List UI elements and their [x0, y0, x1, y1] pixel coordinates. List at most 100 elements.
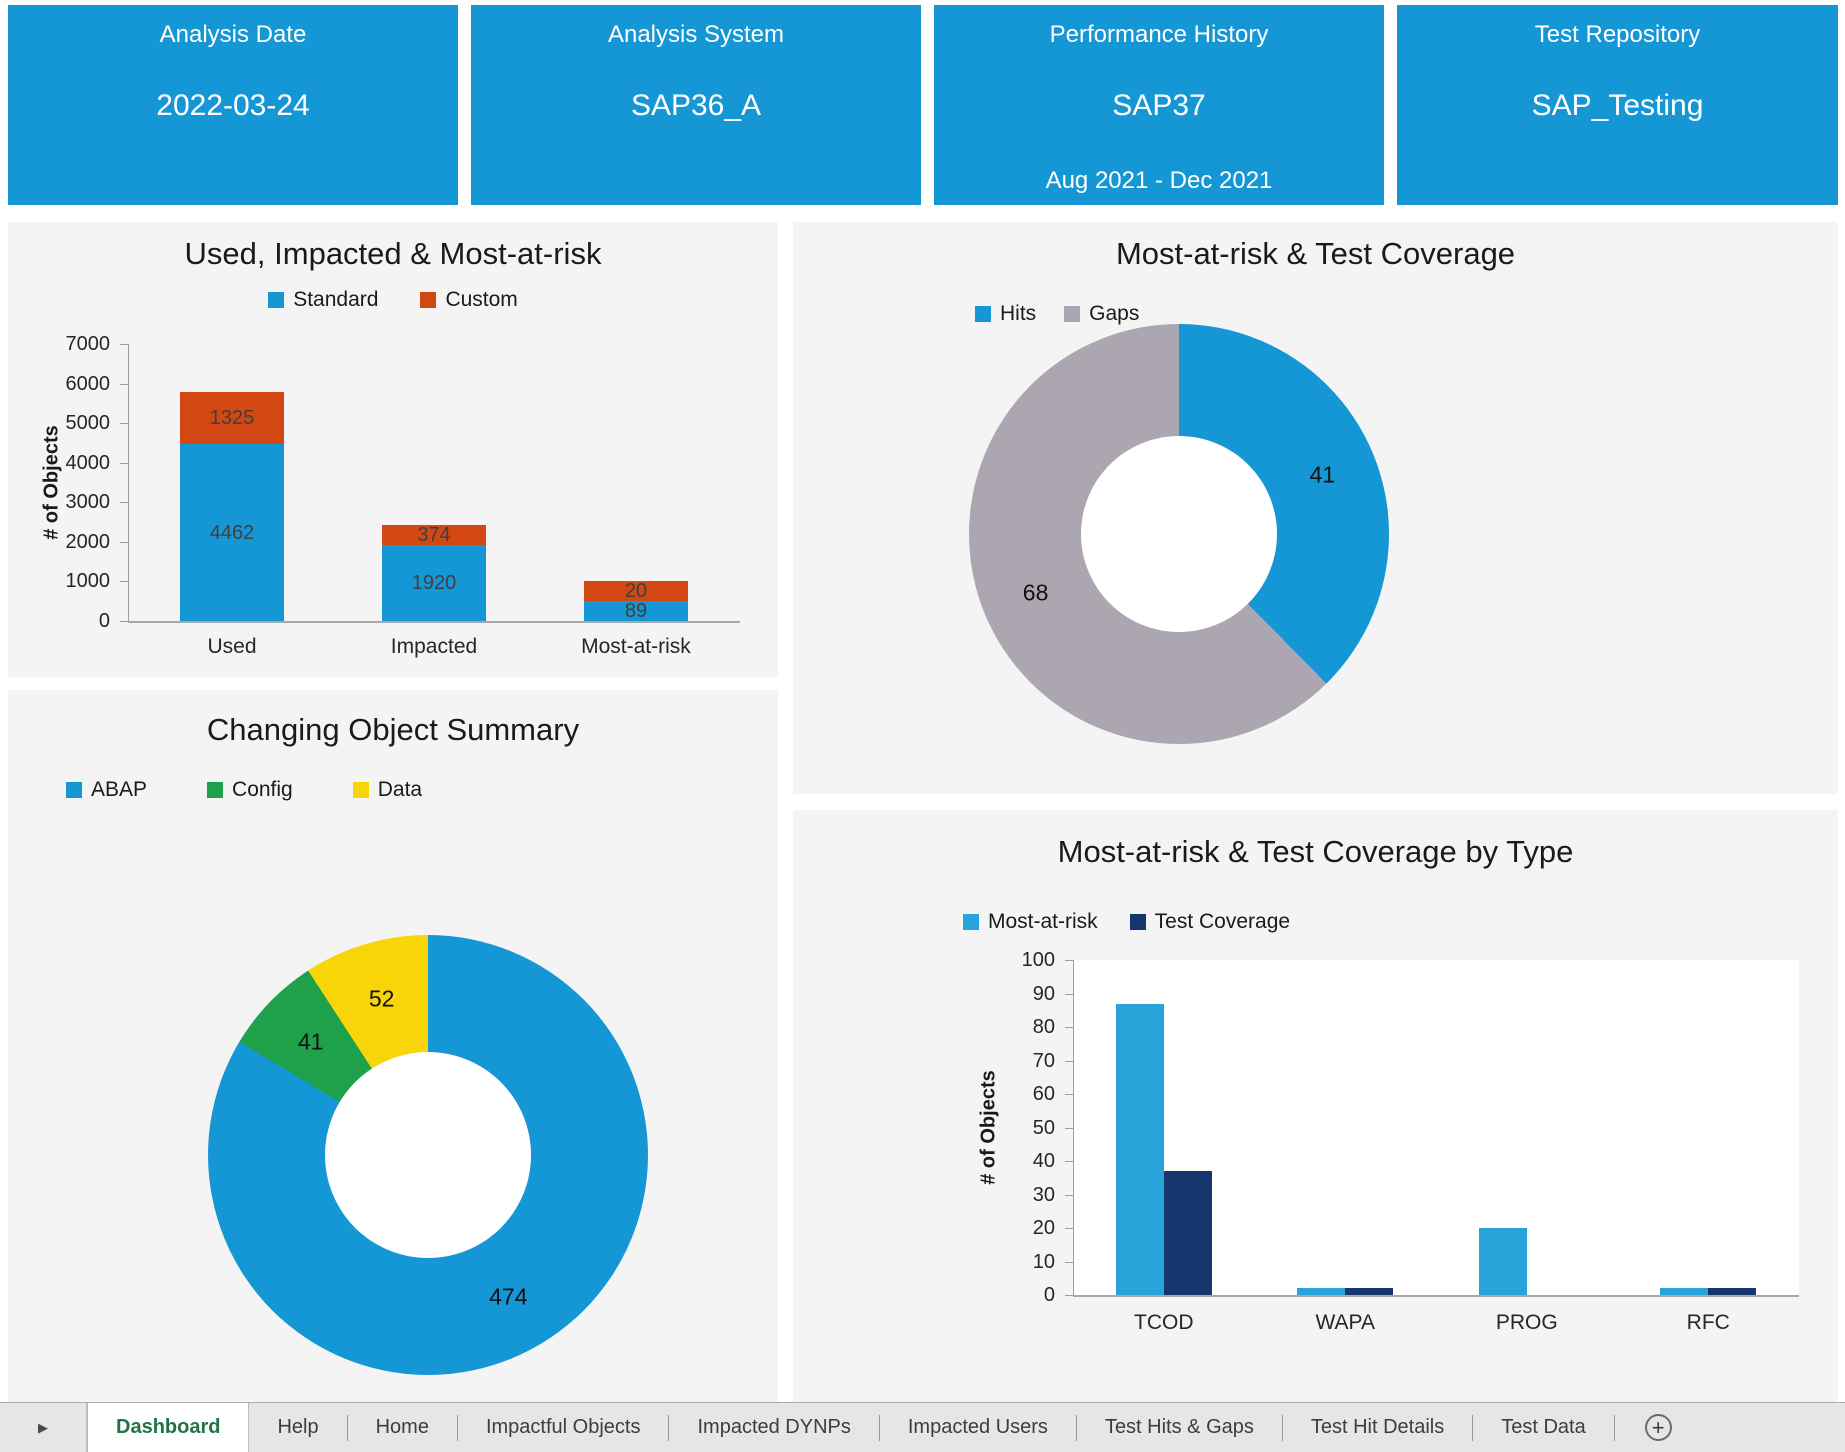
slice-value-label: 52	[368, 985, 395, 1012]
tile-title: Analysis Date	[159, 21, 307, 48]
tile-value: SAP_Testing	[1531, 89, 1704, 122]
chart-title: Changing Object Summary	[206, 712, 580, 747]
donut-hole	[325, 1052, 531, 1258]
legend-label: Most-at-risk	[988, 910, 1098, 933]
bar-value-label: 1920	[411, 572, 457, 594]
y-tick-mark	[120, 344, 128, 345]
x-category-label: PROG	[1495, 1311, 1558, 1334]
legend-label: Hits	[1000, 302, 1037, 325]
y-tick-label: 0	[1043, 1284, 1055, 1306]
sheet-tab-impacted-users[interactable]: Impacted Users	[907, 1416, 1048, 1438]
y-tick-label: 2000	[65, 530, 111, 553]
y-axis-line	[128, 344, 129, 621]
y-tick-mark	[120, 423, 128, 425]
stacked-bar-chart: Standard Custom 0 1000 2000 3000 4000 5000 6000 7…	[8, 222, 778, 677]
legend-swatch-icon	[975, 306, 991, 322]
legend-swatch-icon	[66, 782, 82, 798]
y-tick-label: 1000	[65, 570, 111, 593]
bar-segment-standard: 4462	[180, 444, 285, 621]
y-tick-label: 6000	[65, 372, 111, 395]
legend-label: Gaps	[1089, 302, 1140, 325]
tab-divider	[1472, 1414, 1474, 1441]
x-axis-line	[128, 621, 740, 623]
bar-segment-custom: 20	[583, 580, 688, 602]
x-category-label: Used	[207, 635, 257, 658]
legend-item: Test Coverage	[1129, 910, 1291, 934]
sheet-tab-help[interactable]: Help	[277, 1416, 319, 1438]
tab-divider	[346, 1414, 348, 1441]
tile-value: 2022-03-24	[156, 89, 310, 122]
bar-most-at-risk	[1660, 1288, 1709, 1295]
y-axis-line	[1073, 960, 1074, 1295]
chart-title: Used, Impacted & Most-at-risk	[184, 236, 602, 271]
bar-test-coverage	[1163, 1171, 1212, 1295]
slice-value-label: 68	[1022, 579, 1049, 606]
sheet-tab-test-data[interactable]: Test Data	[1501, 1416, 1586, 1438]
bar-most-at-risk	[1478, 1228, 1527, 1295]
y-tick-mark	[1065, 1228, 1073, 1229]
y-tick-mark	[120, 541, 128, 543]
bar-segment-standard: 1920	[382, 545, 486, 621]
slice-value-label: 41	[297, 1028, 324, 1055]
bar-segment-custom: 1325	[180, 392, 285, 445]
slice-value-label: 474	[489, 1283, 528, 1310]
chart-title: Most-at-risk & Test Coverage	[1115, 236, 1516, 271]
y-tick-label: 80	[1032, 1016, 1055, 1038]
legend-item: Custom	[420, 288, 518, 312]
bar-value-label: 89	[624, 600, 648, 622]
tab-divider	[456, 1414, 458, 1441]
tile-test-repository: Test Repository SAP_Testing	[1397, 5, 1838, 205]
panel-used-impacted-most-at-risk: Used, Impacted & Most-at-risk Standard Cu…	[8, 222, 778, 677]
bar-most-at-risk	[1297, 1288, 1346, 1295]
grouped-bar-chart: Most-at-risk Test Coverage 0 10 20 30 40 50 60 70…	[793, 810, 1838, 1402]
legend-swatch-icon	[207, 782, 224, 798]
tile-subtitle: Aug 2021 - Dec 2021	[1045, 167, 1273, 194]
bar-segment-standard: 89	[583, 600, 688, 622]
bar-value-label: 20	[624, 580, 648, 602]
sheet-nav-arrow-icon[interactable]: ▶	[0, 1403, 87, 1452]
tab-divider	[1075, 1414, 1077, 1441]
legend-item: Config	[207, 778, 293, 802]
legend-label: Standard	[293, 288, 379, 311]
y-tick-mark	[1065, 1194, 1073, 1196]
bar-test-coverage	[1345, 1288, 1394, 1295]
tile-performance-history: Performance History SAP37 Aug 2021 - Dec…	[934, 5, 1384, 205]
y-axis-title: # of Objects	[40, 424, 63, 540]
sheet-tab-test-hit-details[interactable]: Test Hit Details	[1310, 1416, 1445, 1438]
bar-most-at-risk	[1115, 1003, 1164, 1295]
donut-chart-object-summary: ABAP Config Data 474 41 52	[8, 690, 778, 1402]
y-tick-mark	[1065, 993, 1073, 995]
y-tick-label: 60	[1032, 1083, 1055, 1105]
sheet-tab-test-hits-gaps[interactable]: Test Hits & Gaps	[1104, 1416, 1254, 1438]
legend-swatch-icon	[1129, 914, 1146, 930]
y-tick-mark	[1065, 1060, 1073, 1062]
x-category-label: TCOD	[1134, 1311, 1194, 1334]
panel-changing-object-summary: Changing Object Summary ABAP Config Data 47…	[8, 690, 778, 1402]
tile-title: Test Repository	[1534, 21, 1701, 48]
y-tick-label: 50	[1032, 1116, 1055, 1139]
tab-divider	[668, 1414, 670, 1441]
legend-item: Data	[352, 778, 423, 802]
new-sheet-button[interactable]: +	[1644, 1414, 1672, 1441]
x-category-label: Impacted	[390, 635, 478, 658]
legend-label: Data	[377, 778, 423, 801]
y-tick-mark	[1065, 1094, 1073, 1095]
sheet-tab-impacted-dynps[interactable]: Impacted DYNPs	[697, 1416, 851, 1438]
bar-value-label: 374	[417, 524, 451, 547]
y-tick-label: 90	[1032, 982, 1055, 1005]
legend-label: Custom	[445, 288, 518, 311]
chart-legend: Hits Gaps	[975, 302, 1139, 326]
sheet-tab-dashboard[interactable]: Dashboard	[87, 1403, 250, 1452]
legend-swatch-icon	[268, 292, 285, 308]
y-tick-mark	[1065, 1261, 1073, 1263]
legend-label: Test Coverage	[1154, 910, 1291, 933]
sheet-tab-home[interactable]: Home	[375, 1416, 429, 1438]
y-tick-mark	[1065, 960, 1073, 961]
legend-item: Hits	[975, 302, 1036, 326]
sheet-tab-impactful-objects[interactable]: Impactful Objects	[485, 1416, 641, 1438]
bar-value-label: 1325	[209, 407, 255, 430]
y-tick-label: 4000	[65, 451, 111, 474]
y-tick-label: 5000	[65, 412, 111, 435]
y-tick-mark	[1065, 1295, 1073, 1296]
